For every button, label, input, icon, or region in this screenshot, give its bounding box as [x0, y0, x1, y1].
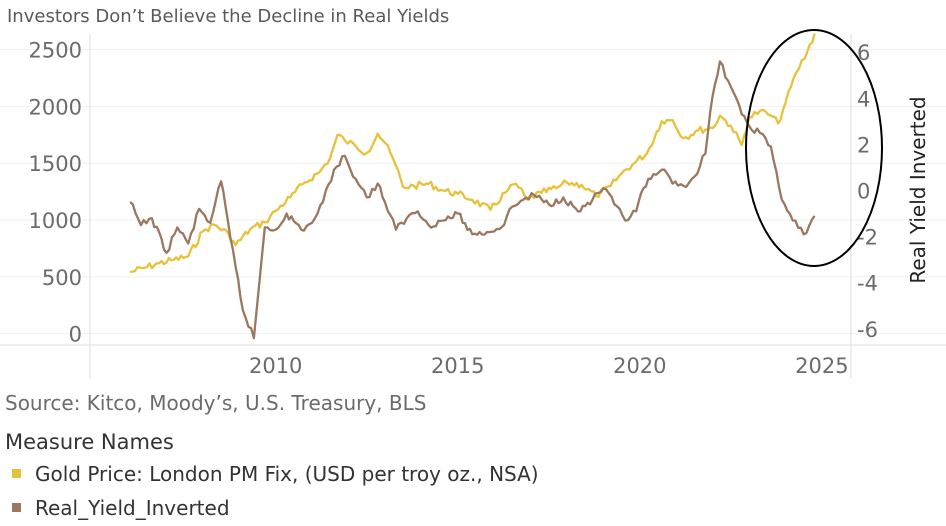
y-right-axis-title: Real Yield Inverted: [906, 96, 930, 283]
y-left-tick-label: 0: [69, 323, 82, 347]
y-right-tick-label: 0: [857, 180, 870, 204]
legend-item-real-yield: Real_Yield_Inverted: [12, 496, 230, 520]
y-right-tick-label: -2: [857, 226, 878, 250]
y-right-tick-label: 6: [857, 41, 870, 65]
y-left-tick-label: 500: [42, 266, 82, 290]
y-left-tick-label: 1000: [29, 209, 82, 233]
highlight-ellipse: [745, 29, 883, 267]
y-right-tick-label: 4: [857, 87, 870, 111]
legend-item-gold: Gold Price: London PM Fix, (USD per troy…: [12, 462, 539, 486]
legend-swatch-real-yield: [12, 503, 21, 512]
line-chart: 0 500 1000 1500 2000 2500 -6 -4 -2 0 2 4 6 2010 2015 20…: [0, 29, 946, 379]
gridlines: [0, 49, 946, 335]
tick-labels: 0 500 1000 1500 2000 2500 -6 -4 -2 0 2 4 6 2010 2015 20…: [29, 39, 930, 378]
series-line-gold: [129, 33, 816, 274]
chart-source: Source: Kitco, Moody’s, U.S. Treasury, B…: [5, 391, 427, 415]
series-line-real-yield: [129, 60, 816, 340]
axes: [0, 34, 946, 379]
y-left-tick-label: 2000: [29, 95, 82, 119]
legend-swatch-gold: [12, 469, 21, 478]
y-right-tick-label: 2: [857, 133, 870, 157]
chart-title: Investors Don’t Believe the Decline in R…: [7, 6, 450, 27]
series-layer: [129, 33, 816, 340]
x-tick-label: 2010: [249, 354, 302, 378]
x-tick-label: 2020: [613, 354, 666, 378]
x-tick-label: 2025: [795, 354, 848, 378]
x-tick-label: 2015: [431, 354, 484, 378]
legend-title: Measure Names: [5, 430, 174, 454]
y-left-tick-label: 1500: [29, 152, 82, 176]
y-left-tick-label: 2500: [29, 39, 82, 63]
legend-label-gold: Gold Price: London PM Fix, (USD per troy…: [35, 462, 539, 486]
y-right-tick-label: -6: [857, 318, 878, 342]
legend-label-real-yield: Real_Yield_Inverted: [35, 496, 230, 520]
y-right-tick-label: -4: [857, 272, 878, 296]
